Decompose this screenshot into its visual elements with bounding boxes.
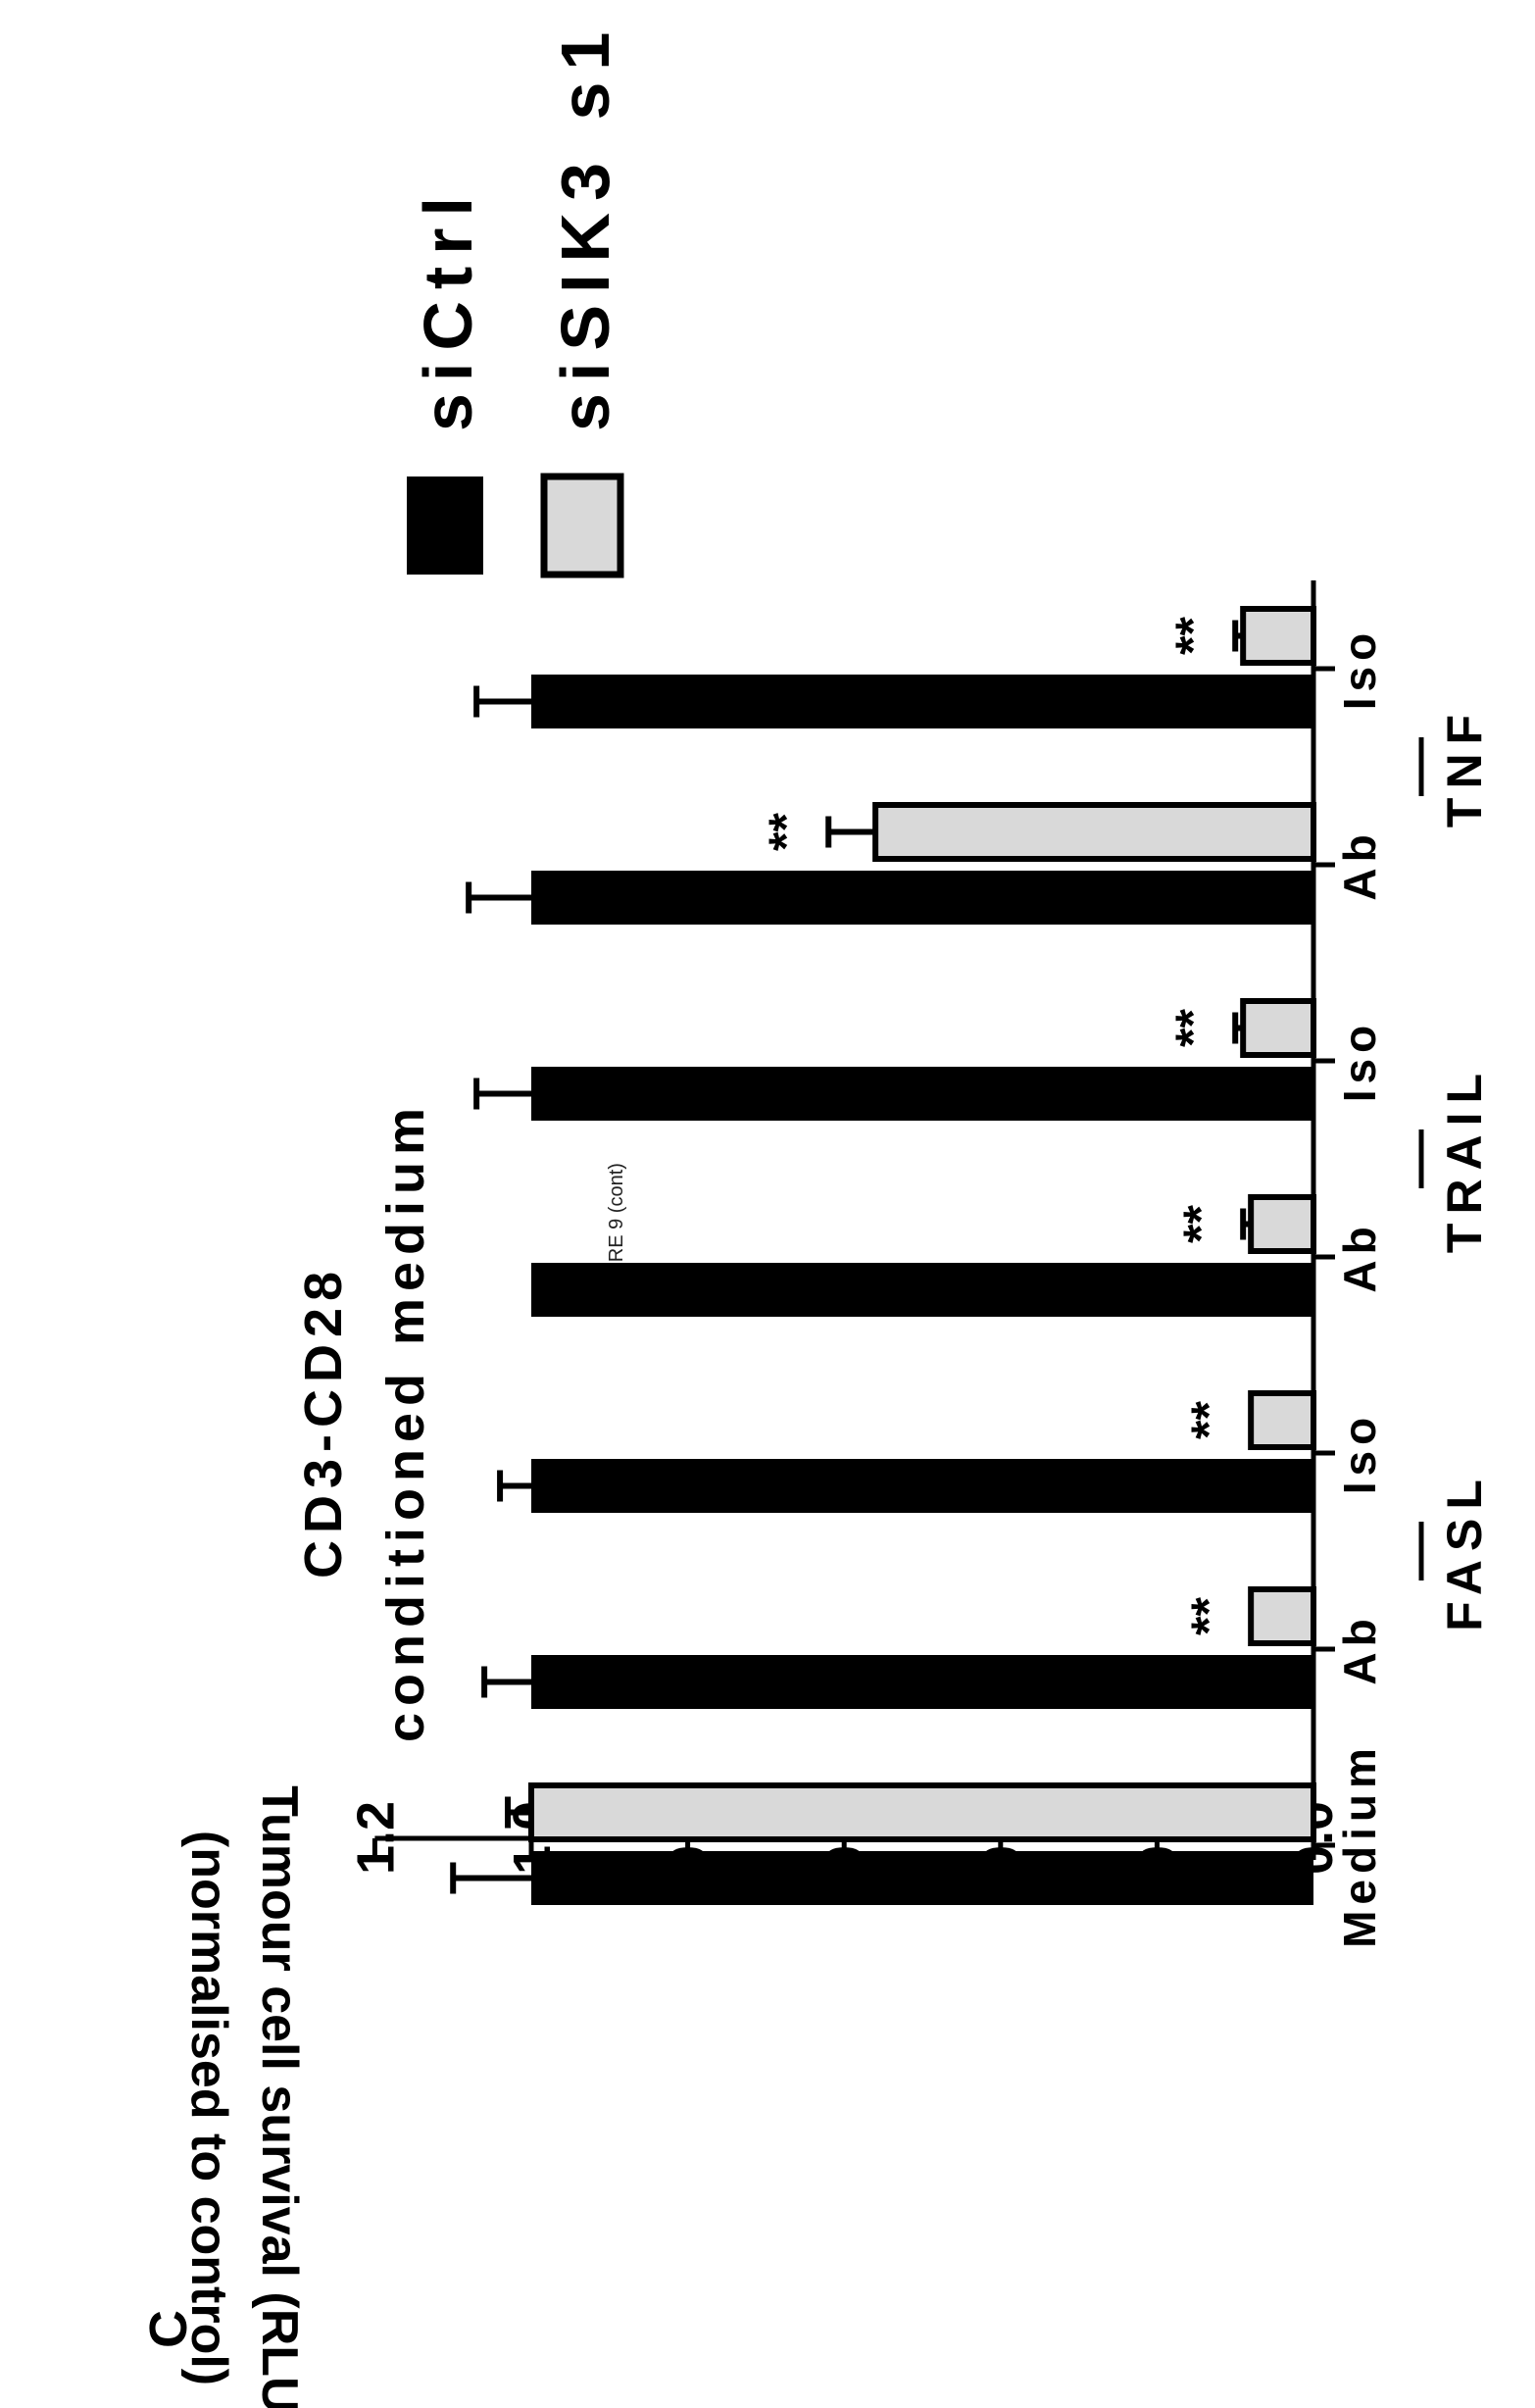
legend-label-sictrl: siCtrl (410, 185, 486, 431)
bar-sisik3 (1248, 1586, 1317, 1646)
significance-marker: ** (759, 813, 814, 851)
group-label: TNF (1437, 706, 1492, 828)
group-label: FASL (1437, 1471, 1492, 1631)
bar-sictrl (531, 871, 1313, 925)
legend: siCtrl siSIK3 s1 (407, 21, 624, 578)
legend-swatch-sictrl (407, 477, 483, 575)
bar-sisik3 (1240, 998, 1317, 1058)
bar-sictrl (531, 1655, 1313, 1709)
panel-label: C (139, 2310, 198, 2348)
value-tick-label: 1.2 (346, 1801, 405, 1875)
chart-title-line-1: CD3-CD28 (294, 1265, 353, 1579)
bar-sisik3 (1240, 606, 1317, 666)
bar-sisik3 (1248, 1194, 1317, 1254)
bars: ** ** ** ** ** ** (450, 606, 1317, 1905)
category-label: Iso (1334, 1020, 1385, 1102)
legend-swatch-sisik3 (540, 473, 624, 578)
category-label: Iso (1334, 1412, 1385, 1494)
bar-sictrl (531, 1263, 1313, 1317)
bar-sictrl (531, 1851, 1313, 1905)
significance-marker: ** (1181, 1597, 1236, 1635)
chart: CD3-CD28 conditioned medium Tumour cell … (180, 21, 1492, 2408)
y-axis-title-line-1: Tumour cell survival (RLU) (251, 1785, 308, 2408)
bar-sictrl (531, 1459, 1313, 1513)
category-label: Ab (1334, 1613, 1385, 1684)
category-label: Ab (1334, 828, 1385, 900)
group-label: TRAIL (1437, 1065, 1492, 1253)
bar-sictrl (531, 675, 1313, 728)
category-label: Medium (1334, 1742, 1385, 1948)
bar-sisik3 (528, 1782, 1316, 1842)
category-label: Ab (1334, 1221, 1385, 1292)
bar-sisik3 (1248, 1390, 1317, 1450)
significance-marker: ** (1173, 1205, 1228, 1243)
legend-label-sisik3: siSIK3 s1 (547, 21, 623, 431)
category-label: Iso (1334, 627, 1385, 710)
significance-marker: ** (1165, 617, 1220, 655)
y-axis-title-line-2: (normalised to control) (180, 1831, 237, 2385)
category-axis: Iso Ab Iso Ab Iso Ab Medium TNF TRAIL FASL (1311, 580, 1492, 1948)
chart-title-line-2: conditioned medium (376, 1101, 435, 1742)
significance-marker: ** (1181, 1401, 1236, 1439)
bar-sictrl (531, 1067, 1313, 1121)
significance-marker: ** (1165, 1009, 1220, 1047)
bar-sisik3 (872, 802, 1316, 862)
